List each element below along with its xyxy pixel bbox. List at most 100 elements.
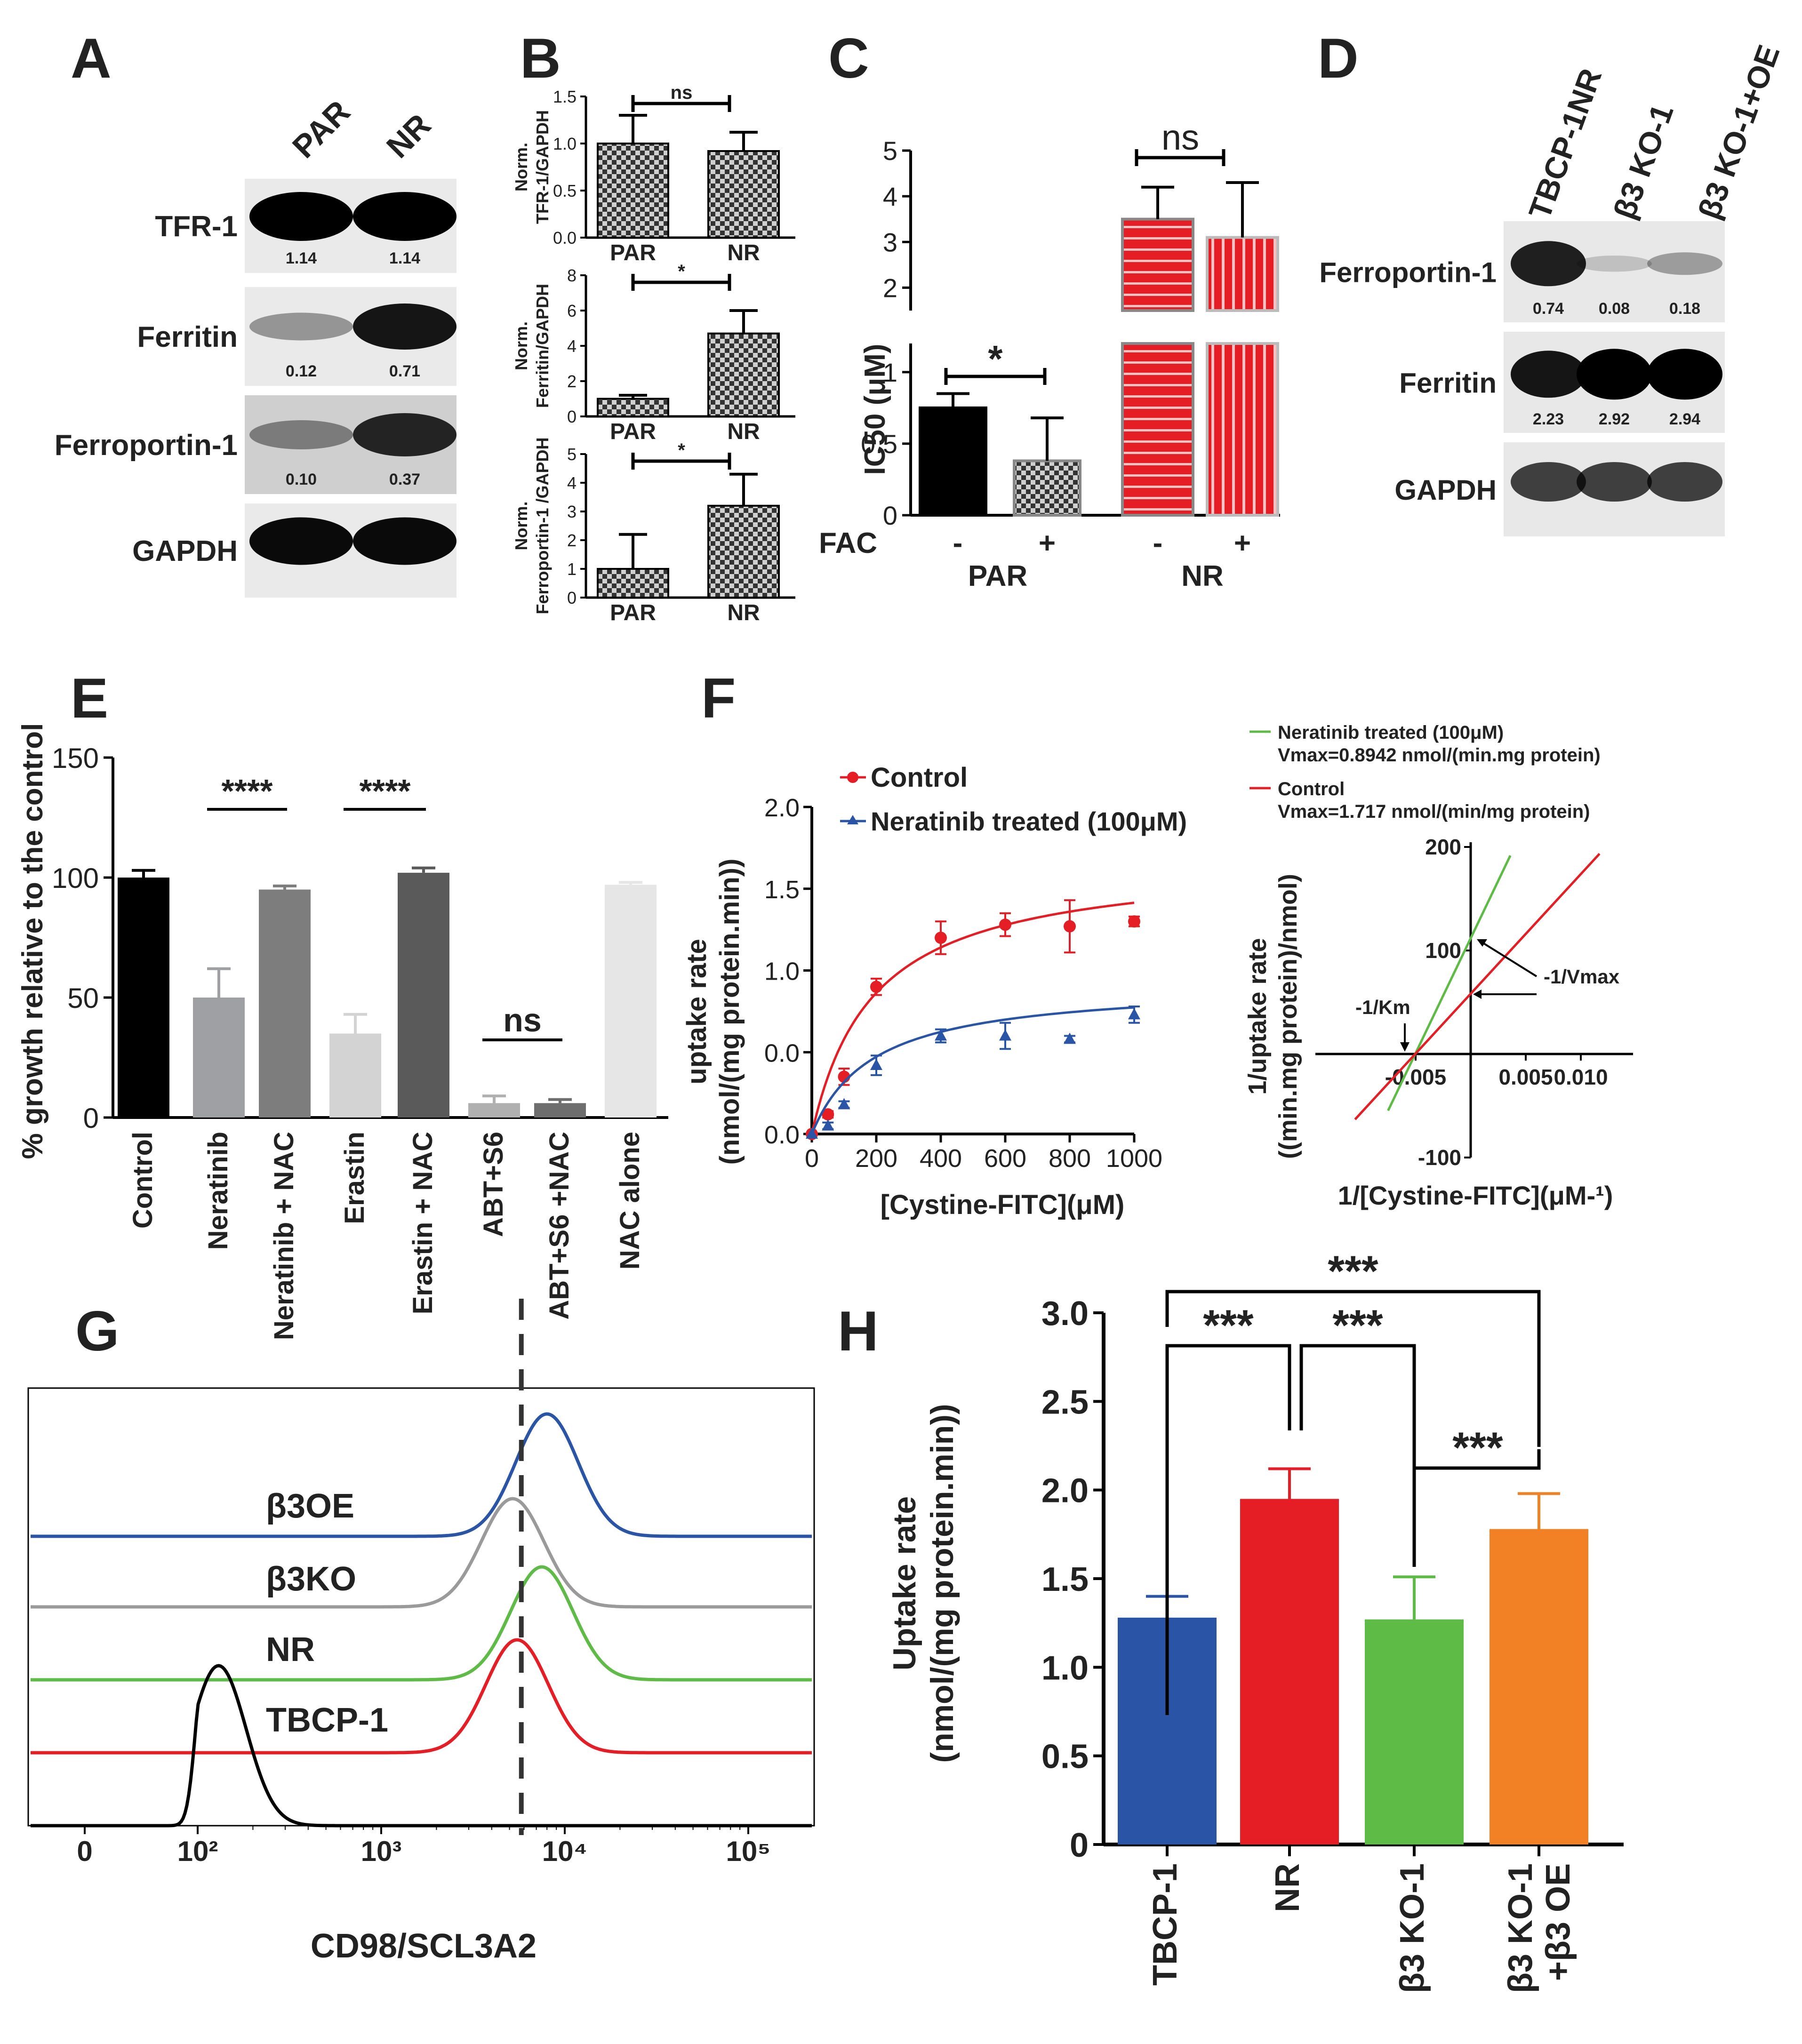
g-label-0: β3OE <box>266 1487 354 1525</box>
b-yticklabel-1-4: 8 <box>567 266 577 285</box>
f-fit-0 <box>810 902 1135 1134</box>
lane-label-par: PAR <box>286 94 357 165</box>
f-point-ner-7 <box>1128 1008 1140 1020</box>
c-bar-lower-3 <box>1206 342 1279 517</box>
f2-yticklabel-0: -100 <box>1418 1145 1461 1170</box>
c-bar-0 <box>919 406 987 517</box>
blot-a-band-1-1 <box>353 303 457 350</box>
e-xlabel-4: Erastin + NAC <box>408 1132 438 1314</box>
f2-legend-control: Control <box>1278 779 1345 799</box>
c-group-par: PAR <box>968 560 1027 592</box>
c-group-nr: NR <box>1181 560 1224 592</box>
lane-label-b3ko1oe: β3 KO-1+OE <box>1691 40 1786 224</box>
e-bar-6 <box>534 1103 586 1118</box>
e-xlabel-1: Neratinib <box>203 1132 233 1250</box>
blot-d-quant-0-0: 0.74 <box>1533 300 1564 318</box>
b-xlabel-1-0: PAR <box>610 419 656 444</box>
panel-letter-G: G <box>75 1300 119 1363</box>
h-yticklabel-6: 3.0 <box>1041 1295 1089 1333</box>
g-label-3: TBCP-1 <box>266 1701 388 1739</box>
b-xlabel-1-1: NR <box>727 419 760 444</box>
b-yticklabel-1-3: 6 <box>567 301 577 320</box>
f-point-ner-6 <box>1064 1032 1076 1044</box>
e-xlabel-0: Control <box>128 1132 158 1229</box>
c-sig-par: * <box>988 338 1003 380</box>
e-yticklabel-0: 0 <box>83 1102 99 1134</box>
g-xticklabel-0: 0 <box>77 1836 92 1867</box>
f2-xlabel: 1/[Cystine-FITC](μM-¹) <box>1338 1181 1613 1210</box>
e-bar-1 <box>193 998 245 1118</box>
blot-a-band-2-0 <box>249 420 353 449</box>
b-bar-2-1 <box>707 504 780 599</box>
f-point-ner-4 <box>935 1029 947 1041</box>
f-yticklabel-3: 0.0 <box>764 1039 800 1067</box>
b-yticklabel-2-5: 5 <box>567 445 577 464</box>
c-fac-plus-1: + <box>1039 527 1056 559</box>
blot-d-label-2: GAPDH <box>1394 474 1497 506</box>
b-chart-0: 0.0 0.5 1.0 1.5 PAR NR ns Norm. TFR-1/GAPDH <box>512 82 795 265</box>
c-bar-1 <box>1013 459 1081 517</box>
f2-xticklabel-1: 0.005 <box>1498 1065 1553 1089</box>
h-bar-3 <box>1490 1529 1588 1844</box>
h-bar-2 <box>1365 1619 1464 1844</box>
blot-a-label-2: Ferroportin-1 <box>55 429 238 462</box>
f-point-control-7 <box>1128 915 1140 928</box>
e-yticklabel-1: 50 <box>67 982 99 1014</box>
panel-letter-F: F <box>701 667 736 730</box>
h-ylabel-line2: (nmol/(mg protein.min)) <box>924 1404 960 1763</box>
f-ylabel-line2: (nmol/(mg protein.min)) <box>714 859 745 1165</box>
c-bar-upper-2 <box>1121 217 1194 312</box>
blot-a-quant-0-1: 1.14 <box>389 249 420 267</box>
panel-g-flow-histogram: CD98/SCL3A2 0 10² 10³ 10⁴ 10⁵ β3OE β3KO NR TBCP-… <box>27 1299 815 1965</box>
blot-a-band-3-1 <box>353 517 457 565</box>
h-yticklabel-5: 2.5 <box>1041 1383 1089 1421</box>
f-point-ner-2 <box>838 1098 850 1110</box>
blot-a-label-3: GAPDH <box>132 535 238 567</box>
e-yticklabel-2: 100 <box>52 862 99 894</box>
b-yticklabel-0-0: 0.0 <box>553 228 577 248</box>
blot-a-quant-1-0: 0.12 <box>286 362 317 380</box>
h-yticklabel-1: 0.5 <box>1041 1738 1089 1776</box>
f2-legend-ner-vmax: Vmax=0.8942 nmol/(min.mg protein) <box>1278 745 1601 766</box>
f-yticklabel-4: 0.0 <box>764 1121 800 1149</box>
h-ylabel-line1: Uptake rate <box>887 1496 922 1670</box>
e-bar-5 <box>468 1103 520 1118</box>
h-sig-bracket-outer <box>1165 1290 1541 1447</box>
blot-d-band-1-2 <box>1647 349 1722 400</box>
e-bar-2 <box>259 889 311 1118</box>
e-yticklabel-3: 150 <box>52 743 99 774</box>
c-bar-lower-2 <box>1121 342 1194 517</box>
lane-label-b3ko1: β3 KO-1 <box>1607 100 1680 224</box>
blot-d-quant-1-2: 2.94 <box>1669 410 1700 428</box>
b-yticklabel-0-1: 0.5 <box>553 181 577 200</box>
e-xlabel-3: Erastin <box>339 1132 370 1224</box>
g-histogram-4 <box>31 1664 812 1828</box>
f-point-control-6 <box>1064 920 1076 933</box>
f-point-ner-5 <box>999 1029 1011 1041</box>
c-fac-label: FAC <box>819 527 877 559</box>
h-yticklabel-0: 0 <box>1070 1827 1089 1864</box>
panel-a-western-blot: PAR NR TFR-1 1.14 1.14 Ferritin 0.12 0.71 Ferr… <box>55 94 457 598</box>
b-ylabel-1-line2: Ferritin/GAPDH <box>533 284 552 408</box>
e-sig-2: ns <box>503 1002 542 1038</box>
c-yticklabel-low-2: 1 <box>883 358 897 387</box>
f-xticklabel-2: 400 <box>920 1144 962 1173</box>
panel-letters: A B C D E F G H <box>71 27 1359 1363</box>
f2-annot-km: -1/Km <box>1355 996 1410 1018</box>
e-sig-1: **** <box>360 773 411 809</box>
b-xlabel-2-0: PAR <box>610 600 656 625</box>
e-bar-4 <box>398 872 449 1118</box>
f2-xticklabel-2: 0.010 <box>1554 1065 1608 1089</box>
f-point-control-1 <box>822 1108 834 1121</box>
e-xlabel-7: NAC alone <box>615 1132 645 1270</box>
f2-annot-vmax-head1 <box>1477 939 1487 947</box>
e-xlabel-5: ABT+S6 <box>478 1132 509 1237</box>
f2-annot-vmax-head2 <box>1473 990 1482 999</box>
blot-a-label-1: Ferritin <box>137 321 238 353</box>
h-sig-bracket-3 <box>1412 1449 1541 1567</box>
b-sig-1: * <box>678 261 685 282</box>
c-bar-upper-3 <box>1206 236 1279 312</box>
g-xticklabel-1: 10² <box>177 1836 218 1867</box>
h-xlabel-1: NR <box>1269 1863 1306 1912</box>
